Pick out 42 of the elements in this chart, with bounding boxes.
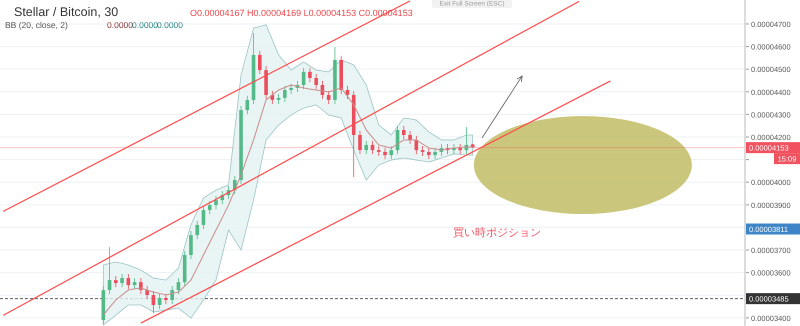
candlestick bbox=[276, 93, 280, 104]
candlestick bbox=[202, 206, 206, 230]
candlestick bbox=[314, 74, 318, 90]
chart-title: Stellar / Bitcoin, 30 bbox=[14, 5, 118, 19]
candlestick bbox=[258, 50, 262, 75]
candlestick bbox=[152, 290, 156, 314]
candlestick bbox=[402, 126, 406, 140]
candlestick bbox=[158, 293, 162, 310]
candlestick bbox=[358, 130, 362, 155]
candlestick bbox=[308, 67, 312, 82]
candlestick bbox=[283, 86, 287, 102]
candlestick bbox=[120, 274, 124, 288]
candlestick bbox=[114, 276, 118, 288]
candlestick bbox=[289, 83, 293, 94]
candlestick bbox=[346, 86, 350, 100]
candlestick bbox=[458, 144, 462, 155]
candlestick bbox=[427, 147, 431, 160]
annotation: 0.0000 bbox=[157, 20, 184, 30]
candlestick bbox=[396, 126, 400, 155]
annotation: 0.0000 bbox=[107, 20, 134, 30]
candlestick bbox=[176, 278, 180, 295]
candlestick bbox=[132, 278, 136, 290]
candlestick bbox=[376, 146, 381, 156]
text: BB (20, close, 2) bbox=[5, 20, 68, 30]
candlestick bbox=[326, 90, 330, 104]
annotation: 0.0000 bbox=[132, 20, 158, 30]
candlestick bbox=[208, 200, 212, 214]
candlestick bbox=[389, 146, 394, 160]
candlestick bbox=[433, 147, 437, 160]
candlestick bbox=[164, 293, 168, 304]
candlestick bbox=[364, 140, 368, 155]
candlestick bbox=[189, 230, 193, 260]
candlestick bbox=[383, 147, 387, 160]
candlestick bbox=[195, 220, 200, 240]
annotation: 買い時ポジション bbox=[453, 226, 541, 239]
candlestick bbox=[126, 274, 130, 290]
candlestick bbox=[245, 95, 250, 115]
candlestick bbox=[108, 246, 112, 295]
candlestick bbox=[370, 140, 374, 155]
candlestick bbox=[214, 196, 218, 210]
candlestick bbox=[302, 67, 306, 90]
candlestick bbox=[420, 146, 424, 156]
